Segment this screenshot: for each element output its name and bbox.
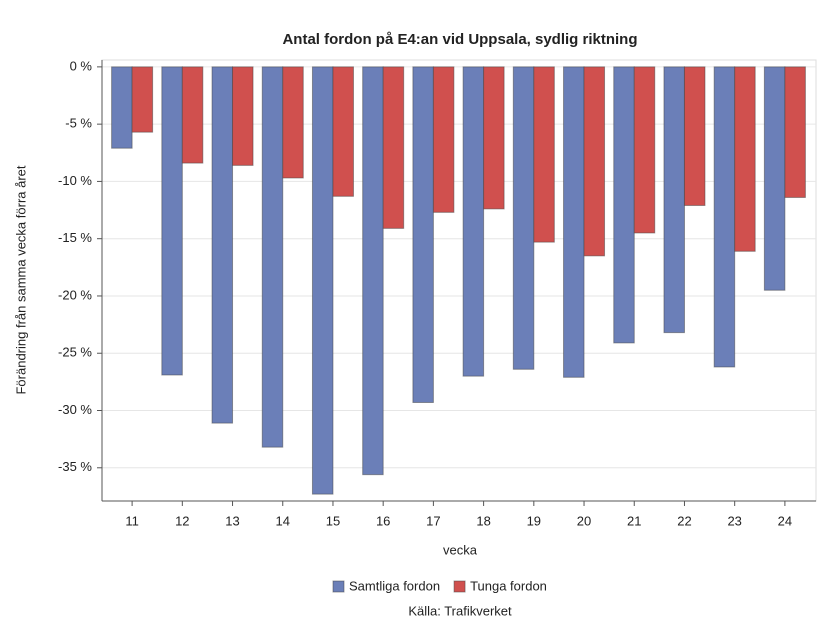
bar	[613, 66, 635, 344]
x-tick-label: 22	[677, 513, 691, 528]
bar	[412, 66, 434, 403]
bar	[483, 66, 505, 210]
bar	[261, 66, 284, 448]
bar	[633, 66, 656, 234]
x-tick-label: 23	[727, 513, 741, 528]
x-tick-label: 18	[476, 513, 490, 528]
bar	[763, 66, 786, 291]
bar	[311, 66, 334, 495]
x-axis-label: vecka	[443, 542, 478, 557]
bar	[211, 66, 234, 424]
y-tick-label: -20 %	[58, 287, 92, 302]
bar	[362, 66, 384, 476]
bar	[563, 66, 585, 378]
legend-swatch	[332, 580, 345, 593]
bar	[332, 66, 354, 197]
source: Källa: Trafikverket	[408, 603, 512, 618]
bar	[382, 66, 405, 229]
bar	[533, 66, 555, 243]
bar	[512, 66, 535, 370]
x-tick-label: 20	[577, 513, 591, 528]
x-tick-label: 17	[426, 513, 440, 528]
x-tick-label: 21	[627, 513, 641, 528]
chart-title: Antal fordon på E4:an vid Uppsala, sydli…	[282, 31, 637, 48]
x-tick-label: 19	[527, 513, 541, 528]
plot-frame	[101, 59, 817, 502]
x-tick-label: 16	[376, 513, 390, 528]
x-tick-label: 15	[326, 513, 340, 528]
y-tick-label: -15 %	[58, 230, 92, 245]
bar	[181, 66, 204, 164]
x-tick-label: 24	[778, 513, 792, 528]
bar	[161, 66, 183, 376]
bar	[784, 66, 806, 198]
x-tick-label: 14	[276, 513, 290, 528]
bar	[683, 66, 706, 206]
bar	[713, 66, 736, 368]
y-tick-label: -10 %	[58, 173, 92, 188]
bar	[131, 66, 154, 133]
y-tick-label: -35 %	[58, 459, 92, 474]
y-tick-label: -25 %	[58, 345, 92, 360]
bar	[111, 66, 133, 149]
bar	[282, 66, 304, 179]
x-tick-label: 11	[125, 513, 139, 528]
y-tick-label: -5 %	[65, 116, 92, 131]
legend-label: Samtliga fordon	[349, 578, 440, 593]
legend-label: Tunga fordon	[470, 578, 547, 593]
bar	[432, 66, 455, 213]
y-tick-label: -30 %	[58, 402, 92, 417]
x-tick-label: 13	[225, 513, 239, 528]
bar	[462, 66, 485, 377]
y-axis-label: Förändring från samma vecka förra året	[13, 165, 28, 394]
bar	[583, 66, 606, 257]
x-tick-label: 12	[175, 513, 189, 528]
bar	[663, 66, 685, 334]
y-tick-label: 0 %	[70, 58, 93, 73]
bar	[734, 66, 756, 252]
bar	[232, 66, 254, 166]
legend-swatch	[453, 580, 466, 593]
